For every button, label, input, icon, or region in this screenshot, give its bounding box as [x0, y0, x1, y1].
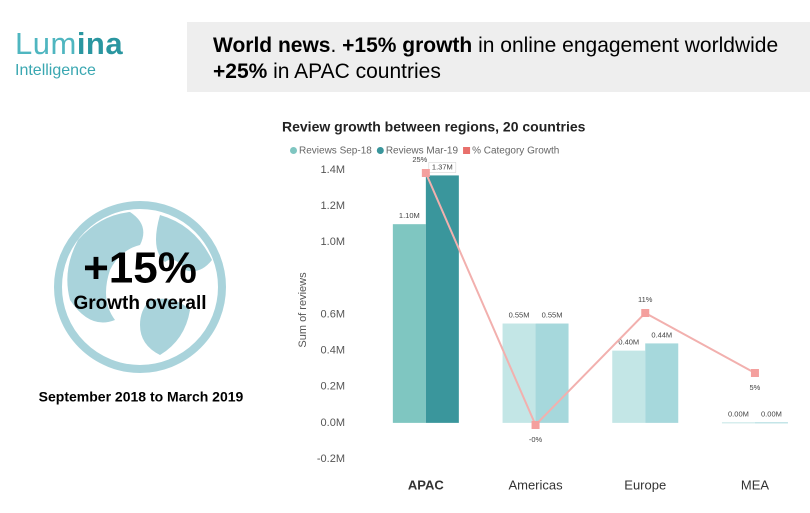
- legend-marker: [290, 147, 297, 154]
- data-label-bg: [428, 162, 457, 173]
- bar: [535, 323, 569, 423]
- legend-marker: [376, 147, 384, 154]
- y-axis-label: Sum of reviews: [297, 272, 309, 348]
- y-tick-label: -0.2M: [317, 453, 345, 465]
- bar: [425, 175, 459, 423]
- headline-line: World news. +15% growth in online engage…: [213, 33, 810, 59]
- legend-label: % Category Growth: [472, 146, 559, 157]
- data-label: -0%: [529, 435, 543, 444]
- line-marker: [750, 369, 759, 377]
- bar: [721, 422, 755, 424]
- headline-segment: .: [330, 34, 343, 57]
- data-label: 1.37M: [432, 162, 453, 171]
- headline: World news. +15% growth in online engage…: [187, 22, 810, 92]
- logo-part: Lum: [15, 26, 77, 61]
- logo-part: ina: [76, 26, 124, 61]
- data-label: 5%: [750, 383, 761, 392]
- y-tick-label: 1.2M: [321, 200, 345, 212]
- chart-title: Review growth between regions, 20 countr…: [282, 119, 586, 135]
- headline-line: +25% in APAC countries: [213, 59, 810, 85]
- bar: [754, 422, 788, 424]
- legend-marker: [463, 147, 471, 154]
- x-tick-label: Europe: [624, 477, 666, 492]
- logo-subtitle: Intelligence: [15, 62, 96, 79]
- line-marker: [421, 169, 430, 177]
- headline-segment: in APAC countries: [267, 60, 441, 83]
- bar: [612, 350, 646, 423]
- data-label: 25%: [412, 155, 427, 164]
- logo: Lumina Intelligence: [15, 28, 123, 80]
- line-marker: [641, 309, 650, 317]
- bar: [502, 323, 536, 423]
- data-label: 0.00M: [761, 409, 782, 418]
- kpi-label: Growth overall: [73, 293, 206, 314]
- data-label: 0.00M: [728, 409, 749, 418]
- data-label: 0.55M: [542, 311, 563, 320]
- legend-label: Reviews Mar-19: [386, 146, 459, 157]
- headline-segment: in online engagement worldwide: [472, 34, 779, 57]
- y-tick-label: 1.4M: [321, 164, 345, 176]
- data-label: 0.55M: [509, 311, 530, 320]
- headline-segment: +25%: [213, 60, 268, 83]
- y-tick-label: 1.0M: [321, 236, 345, 248]
- x-tick-label: Americas: [508, 477, 563, 492]
- bar: [645, 343, 679, 423]
- kpi-value: +15%: [83, 244, 197, 293]
- line: [424, 172, 756, 427]
- y-tick-label: 0.2M: [321, 381, 345, 393]
- legend-label: Reviews Sep-18: [299, 146, 372, 157]
- kpi-period: September 2018 to March 2019: [39, 389, 244, 405]
- y-tick-label: 0.0M: [321, 417, 345, 429]
- headline-segment: +15% growth: [342, 34, 473, 57]
- y-tick-label: 0.6M: [321, 308, 345, 320]
- headline-segment: World news: [213, 34, 331, 57]
- data-label: 0.44M: [651, 330, 672, 339]
- x-tick-label: APAC: [408, 477, 444, 492]
- x-tick-label: MEA: [741, 477, 770, 492]
- data-label: 11%: [638, 295, 653, 304]
- y-tick-label: 0.4M: [321, 345, 345, 357]
- logo-text: Lumina: [15, 28, 123, 60]
- data-label: 0.40M: [618, 338, 639, 347]
- line-marker: [531, 421, 540, 429]
- globe-icon: [54, 201, 226, 373]
- data-label: 1.10M: [399, 211, 420, 220]
- bar: [392, 224, 426, 423]
